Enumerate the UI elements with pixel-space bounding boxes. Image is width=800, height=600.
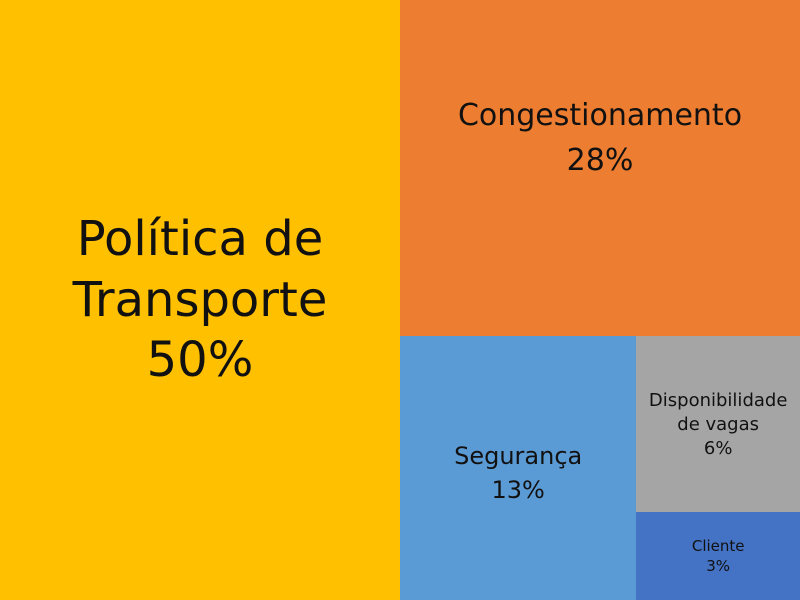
tile-value-label: 28% [566, 143, 634, 178]
tile-label: Segurança 13% [454, 440, 582, 507]
tile-label: Congestionamento 28% [458, 93, 742, 183]
tile-label: Cliente 3% [692, 536, 745, 577]
tile-label: Disponibilidade de vagas 6% [649, 389, 787, 462]
tile-value-label: 6% [703, 438, 733, 460]
tile-value-label: 50% [146, 332, 254, 389]
tile-seguranca: Segurança 13% [400, 336, 637, 600]
tile-category-label: Congestionamento [457, 98, 743, 133]
tile-category-label: Disponibilidade de vagas [648, 389, 788, 435]
tile-value-label: 3% [706, 557, 731, 575]
tile-category-label: Cliente [691, 536, 745, 555]
tile-cliente: Cliente 3% [636, 512, 800, 600]
tile-value-label: 13% [491, 476, 545, 504]
tile-congestionamento: Congestionamento 28% [400, 0, 800, 336]
tile-category-label: Segurança [454, 442, 583, 471]
tile-politica-de-transporte: Política de Transporte 50% [0, 0, 400, 600]
tile-category-label: Política de Transporte [72, 210, 328, 328]
tile-label: Política de Transporte 50% [73, 209, 328, 392]
tile-disponibilidade-vagas: Disponibilidade de vagas 6% [636, 336, 800, 512]
